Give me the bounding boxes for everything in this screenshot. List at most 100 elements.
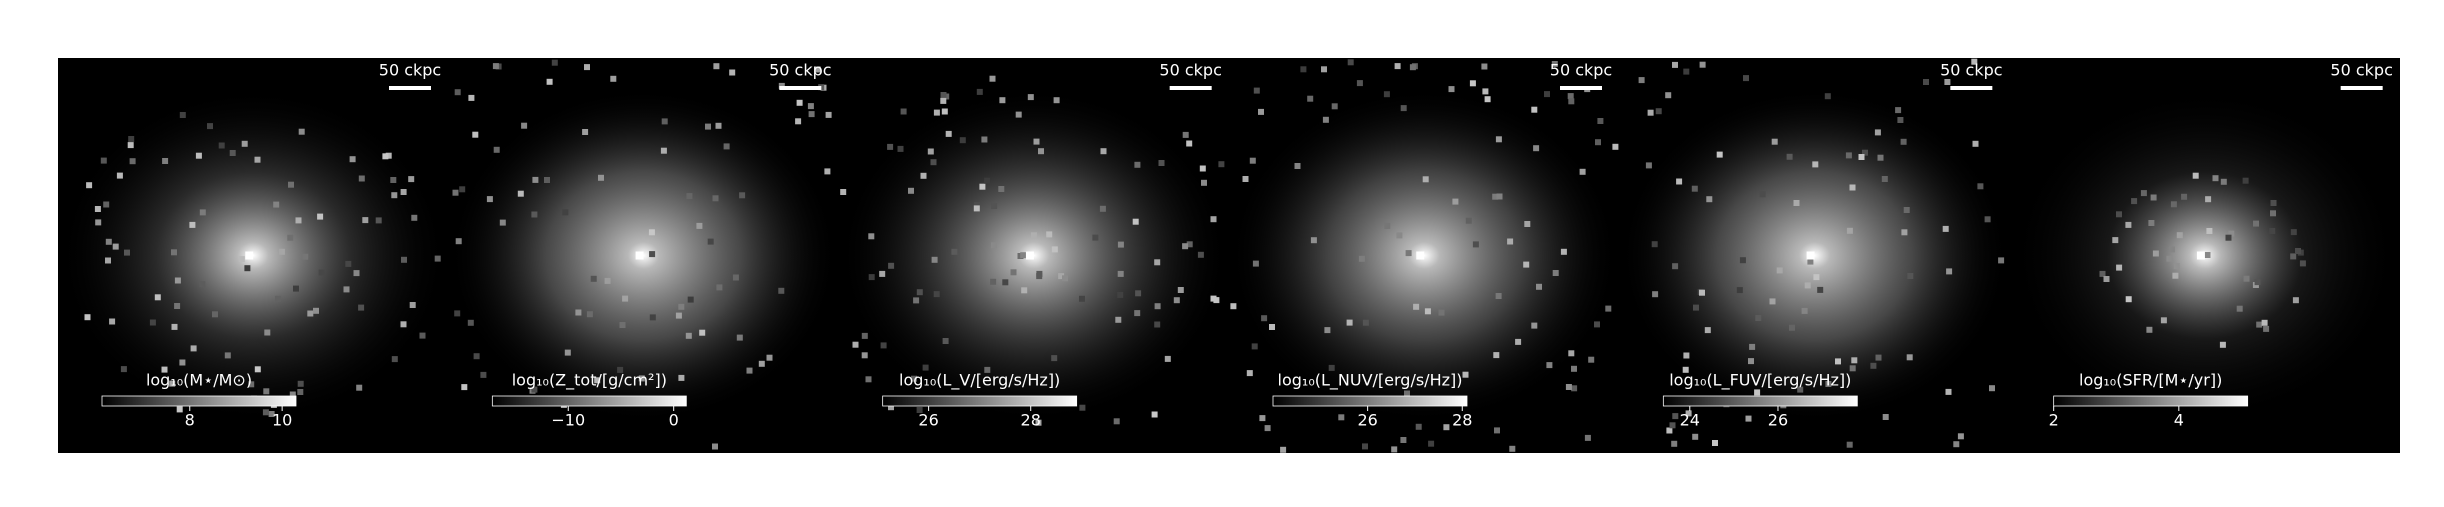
pixel — [356, 384, 363, 391]
pixel — [732, 274, 739, 281]
pixel — [1186, 241, 1193, 248]
pixel — [989, 75, 996, 82]
pixel — [95, 219, 102, 226]
pixel — [492, 63, 499, 70]
pixel — [1021, 287, 1028, 294]
pixel — [1230, 303, 1237, 310]
pixel — [758, 360, 765, 367]
pixel — [1099, 205, 1106, 212]
pixel — [1242, 176, 1249, 182]
pixel — [617, 366, 624, 373]
pixel — [868, 274, 875, 281]
pixel — [584, 64, 590, 71]
pixel — [112, 243, 119, 250]
pixel — [880, 342, 887, 349]
pixel — [109, 318, 116, 325]
colorbar-tick-label: 24 — [1680, 411, 1700, 430]
pixel — [1151, 411, 1158, 418]
pixel — [2253, 220, 2259, 227]
pixel — [84, 314, 91, 321]
pixel — [1294, 163, 1301, 169]
pixel — [1851, 357, 1858, 364]
pixel — [1546, 362, 1553, 369]
pixel — [916, 289, 923, 296]
pixel — [1647, 109, 1654, 116]
pixel — [887, 143, 894, 150]
pixel — [1465, 217, 1472, 224]
pixel — [824, 168, 831, 175]
pixel — [991, 242, 997, 249]
pixel — [1462, 371, 1469, 378]
scale-label: 50 ckpc — [1159, 61, 1221, 80]
pixel — [814, 66, 821, 73]
pixel — [1685, 410, 1692, 417]
pixel — [2125, 221, 2132, 228]
pixel — [1906, 354, 1913, 361]
pixel — [2261, 319, 2268, 326]
pixel — [1825, 381, 1832, 387]
pixel — [1201, 179, 1207, 186]
pixel — [778, 287, 785, 294]
pixel — [1484, 96, 1491, 103]
pixel — [861, 332, 868, 339]
pixel — [1300, 66, 1307, 73]
pixel — [349, 156, 356, 163]
pixel — [1531, 322, 1538, 329]
colorbar-tick-label: 4 — [2174, 411, 2184, 430]
pixel — [179, 112, 186, 118]
pixel — [1666, 427, 1673, 434]
pixel — [575, 309, 582, 316]
pixel — [564, 349, 571, 356]
pixel — [1322, 116, 1329, 123]
pixel — [1877, 154, 1884, 161]
pixel — [1544, 91, 1550, 98]
pixel — [1422, 176, 1429, 183]
pixel — [2112, 237, 2119, 244]
pixel — [1384, 222, 1391, 229]
pixel — [313, 307, 319, 314]
colorbar-tick-label: 10 — [272, 411, 292, 430]
pixel — [716, 284, 723, 291]
pixel — [100, 157, 107, 164]
pixel — [1565, 384, 1572, 390]
pixel — [1251, 343, 1258, 350]
pixel — [696, 222, 703, 229]
pixel — [979, 183, 986, 190]
pixel — [1051, 355, 1058, 362]
colorbar-tick-label: 28 — [1021, 411, 1041, 430]
pixel — [1186, 140, 1193, 147]
scale-label: 50 ckpc — [1940, 61, 2002, 80]
pixel — [920, 172, 927, 179]
colorbar-tick-label: 2 — [2049, 411, 2059, 430]
pixel — [1579, 168, 1586, 175]
pixel — [984, 177, 991, 184]
pixel — [900, 108, 907, 115]
pixel — [1605, 305, 1612, 312]
pixel — [2099, 270, 2106, 277]
pixel — [712, 195, 719, 202]
pixel — [1495, 293, 1502, 299]
pixel — [705, 123, 711, 130]
pixel — [1079, 295, 1085, 302]
pixel — [1356, 80, 1363, 87]
pixel — [1874, 129, 1881, 136]
pixel — [1748, 358, 1754, 365]
panel: 50 ckpc log₁₀(L_FUV/[erg/s/Hz]) 24 26 — [1619, 58, 2010, 448]
pixel — [317, 213, 324, 220]
pixel — [124, 249, 130, 256]
pixel — [723, 143, 730, 150]
pixel — [1972, 140, 1979, 147]
pixel — [1358, 255, 1365, 262]
pixel — [2146, 326, 2153, 333]
pixel — [1415, 423, 1422, 430]
pixel — [2270, 200, 2277, 206]
pixel — [622, 295, 629, 302]
pixel — [1813, 274, 1820, 281]
scale-bar — [779, 86, 822, 90]
pixel — [913, 297, 920, 304]
pixel — [604, 277, 611, 284]
pixel — [1472, 241, 1479, 248]
pixel — [1907, 273, 1914, 279]
pixel — [1568, 350, 1575, 357]
pixel — [105, 238, 112, 245]
